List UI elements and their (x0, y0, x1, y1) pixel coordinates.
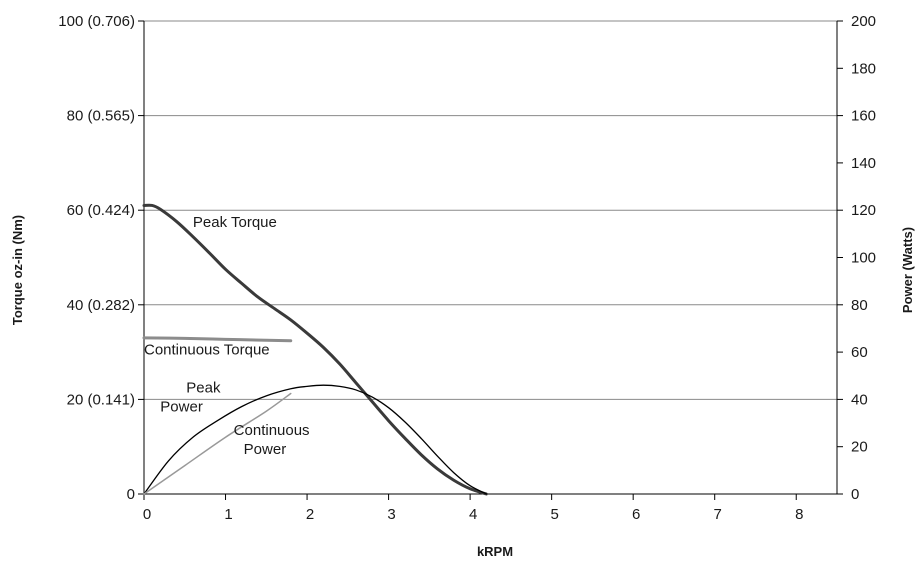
right-axis-title: Power (Watts) (900, 227, 915, 313)
x-tick-label: 0 (143, 506, 151, 523)
x-axis-title: kRPM (477, 544, 513, 559)
peak-torque-line (142, 203, 488, 496)
x-tick-label: 8 (795, 506, 803, 523)
annotations: Peak Torque Continuous Torque Peak Power Con… (144, 214, 310, 458)
x-tick-label: 5 (550, 506, 558, 523)
left-tick-label: 20 (0.141) (67, 391, 135, 408)
right-tick-label: 20 (851, 439, 868, 456)
right-tick-label: 80 (851, 297, 868, 314)
right-tick-label: 120 (851, 202, 876, 219)
left-axis-ticks: 0 20 (0.141) 40 (0.282) 60 (0.424) 80 (0.565… (58, 13, 144, 503)
grid-lines (144, 20, 837, 400)
right-tick-label: 180 (851, 60, 876, 77)
right-axis-ticks: 0 20 40 60 80 100 120 140 160 180 200 (837, 13, 876, 503)
right-tick-label: 100 (851, 250, 876, 267)
x-tick-label: 2 (306, 506, 314, 523)
left-axis-title: Torque oz-in (Nm) (10, 215, 25, 325)
x-tick-label: 6 (632, 506, 640, 523)
annotation-label: Continuous Power (234, 422, 310, 458)
x-axis-ticks: 0 1 2 3 4 5 6 7 8 (143, 494, 803, 523)
annotation-label: Peak Power (160, 379, 221, 415)
continuous-torque-line (142, 336, 293, 343)
left-tick-label: 60 (0.424) (67, 202, 135, 219)
left-tick-label: 100 (0.706) (58, 13, 135, 30)
right-tick-label: 60 (851, 344, 868, 361)
x-tick-label: 4 (469, 506, 477, 523)
peak-power-line (143, 384, 488, 495)
right-tick-label: 40 (851, 391, 868, 408)
left-tick-label: 80 (0.565) (67, 108, 135, 125)
x-tick-label: 7 (714, 506, 722, 523)
left-tick-label: 40 (0.282) (67, 297, 135, 314)
x-tick-label: 1 (224, 506, 232, 523)
right-tick-label: 140 (851, 155, 876, 172)
annotation-label: Peak Torque (193, 214, 277, 231)
right-tick-label: 200 (851, 13, 876, 30)
continuous-power-line (143, 392, 292, 495)
annotation-label: Continuous Torque (144, 341, 270, 358)
series-lines (142, 203, 488, 496)
left-tick-label: 0 (127, 486, 135, 503)
right-tick-label: 160 (851, 108, 876, 125)
right-tick-label: 0 (851, 486, 859, 503)
x-tick-label: 3 (387, 506, 395, 523)
